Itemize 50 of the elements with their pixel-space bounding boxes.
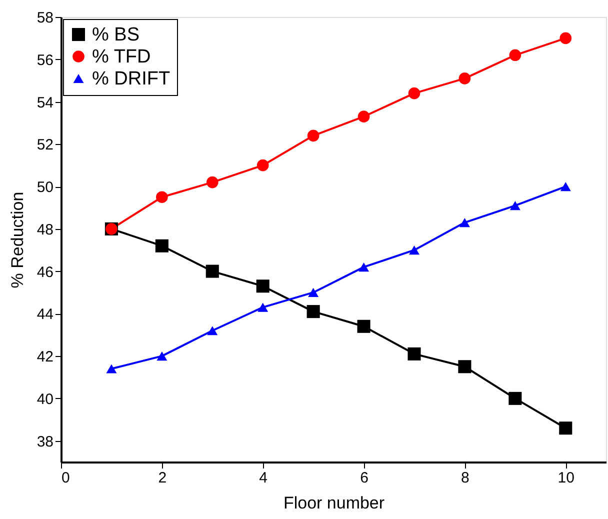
y-tick-label: 48 xyxy=(36,221,54,238)
x-tick-label: 8 xyxy=(461,470,470,486)
y-tick-label: 42 xyxy=(36,348,54,366)
point xyxy=(358,110,370,122)
point xyxy=(458,72,471,84)
point xyxy=(358,262,370,272)
point xyxy=(307,130,320,142)
point xyxy=(306,305,320,318)
y-tick-label: 38 xyxy=(36,433,54,450)
x-tick-label: 6 xyxy=(360,470,368,486)
y-tick-label: 56 xyxy=(36,52,54,69)
point xyxy=(510,201,520,210)
point xyxy=(508,392,522,405)
legend-label: % TFD xyxy=(92,46,151,68)
point xyxy=(256,280,270,293)
point xyxy=(206,264,219,278)
y-tick-label: 44 xyxy=(36,306,54,324)
point xyxy=(258,302,268,312)
point xyxy=(458,360,472,374)
x-tick-label: 10 xyxy=(558,470,574,486)
point xyxy=(207,326,218,336)
x-tick-label: 2 xyxy=(158,470,167,486)
point xyxy=(156,352,168,361)
point xyxy=(408,246,420,255)
point xyxy=(408,87,420,100)
x-tick-label: 0 xyxy=(62,470,70,486)
legend-label: % BS xyxy=(92,24,140,46)
point xyxy=(408,347,421,360)
x-tick-label: 4 xyxy=(259,470,268,486)
y-tick-label: 40 xyxy=(36,390,54,408)
point xyxy=(509,49,522,62)
point xyxy=(308,288,319,298)
y-tick-label: 52 xyxy=(36,136,54,154)
y-tick-label: 50 xyxy=(36,179,54,196)
point xyxy=(459,218,470,228)
y-tick-label: 54 xyxy=(36,94,54,112)
point xyxy=(256,159,269,172)
point xyxy=(560,32,572,44)
point xyxy=(357,320,370,333)
point xyxy=(155,239,168,252)
y-axis-title: % Reduction xyxy=(8,192,27,288)
y-tick-label: 58 xyxy=(36,10,54,26)
point xyxy=(560,182,571,192)
legend-label: % DRIFT xyxy=(92,68,170,90)
point xyxy=(206,176,218,188)
point xyxy=(106,364,117,374)
y-tick-label: 46 xyxy=(36,264,54,281)
x-axis-title: Floor number xyxy=(283,494,385,512)
point xyxy=(156,191,168,204)
point xyxy=(559,422,572,435)
